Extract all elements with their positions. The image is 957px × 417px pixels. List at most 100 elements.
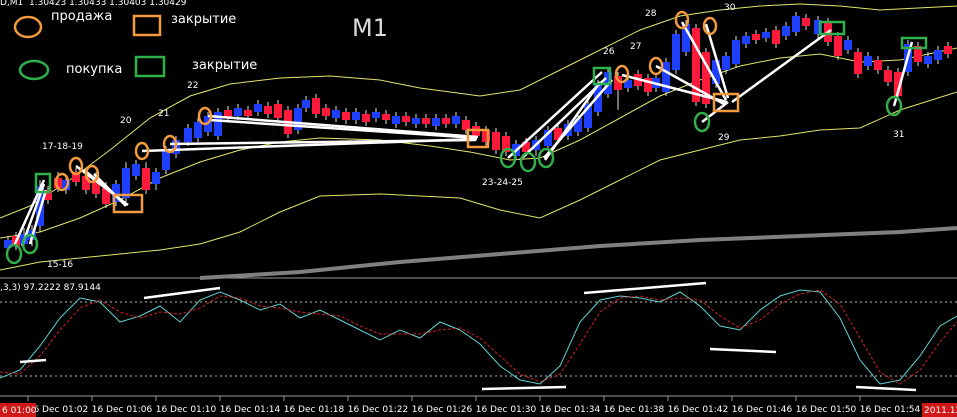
sell-close-square-0 bbox=[112, 193, 144, 214]
candle-body bbox=[584, 104, 592, 128]
candle-80 bbox=[792, 12, 800, 36]
buy-close-square-0 bbox=[34, 172, 52, 194]
time-label: 16 Dec 01:22 bbox=[348, 405, 409, 415]
candle-body bbox=[782, 26, 790, 36]
candle-body bbox=[814, 20, 822, 34]
time-label: 16 Dec 01:18 bbox=[284, 405, 345, 415]
candle-94 bbox=[934, 46, 942, 64]
sell-close-square-1 bbox=[466, 128, 490, 149]
candle-body bbox=[762, 32, 770, 38]
candle-38 bbox=[372, 108, 380, 122]
candle-67 bbox=[662, 58, 670, 96]
sell-ellipse-2 bbox=[84, 164, 100, 184]
candle-23 bbox=[224, 106, 232, 122]
candle-body bbox=[802, 18, 810, 26]
time-label: 16 Dec 01:14 bbox=[220, 405, 281, 415]
candle-33 bbox=[322, 104, 330, 120]
label-17-18-19: 17-18-19 bbox=[42, 142, 83, 152]
candle-body bbox=[884, 70, 892, 82]
label-26: 26 bbox=[603, 47, 615, 57]
candle-body bbox=[834, 36, 842, 56]
candle-32 bbox=[312, 94, 320, 118]
candle-body bbox=[244, 110, 252, 116]
time-label: 16 Dec 01:02 bbox=[28, 405, 89, 415]
buy-close-square-1 bbox=[592, 66, 612, 86]
candle-body bbox=[142, 168, 150, 190]
candle-75 bbox=[742, 32, 750, 48]
timeframe-label: M1 bbox=[352, 14, 388, 42]
legend-sell-close-label: закрытие bbox=[171, 12, 237, 27]
buy-ellipse-4 bbox=[537, 147, 555, 169]
candle-85 bbox=[844, 36, 852, 54]
right-time-tag bbox=[922, 403, 957, 417]
sell-ellipse-8 bbox=[674, 10, 690, 30]
left-time-tag bbox=[0, 403, 36, 417]
candle-body bbox=[352, 112, 360, 120]
moving-average bbox=[199, 226, 957, 280]
candle-47 bbox=[462, 116, 470, 134]
candle-body bbox=[102, 188, 110, 204]
buy-close-square-icon bbox=[134, 55, 166, 78]
right-time-tag-text: 2011.12 bbox=[924, 406, 957, 416]
time-label: 16 Dec 01:06 bbox=[92, 405, 153, 415]
label-21: 21 bbox=[158, 109, 170, 119]
candle-35 bbox=[342, 108, 350, 124]
candle-42 bbox=[412, 114, 420, 128]
time-label: 16 Dec 01:42 bbox=[668, 405, 729, 415]
candle-39 bbox=[382, 110, 390, 124]
time-label: 16 Dec 01:54 bbox=[860, 405, 921, 415]
trade-line-16 bbox=[680, 21, 728, 101]
stoch-main-line bbox=[0, 289, 957, 385]
label-15-16: 15-16 bbox=[47, 260, 74, 270]
candle-28 bbox=[274, 100, 282, 122]
candle-22 bbox=[214, 108, 222, 140]
candle-71 bbox=[702, 48, 710, 108]
candle-87 bbox=[864, 52, 872, 70]
candle-body bbox=[82, 176, 90, 190]
candle-body bbox=[254, 104, 262, 112]
candle-body bbox=[332, 110, 340, 118]
candle-body bbox=[914, 46, 922, 62]
stoch-signal-line bbox=[0, 289, 957, 385]
candle-body bbox=[854, 52, 862, 74]
osc-mark-1 bbox=[143, 286, 221, 300]
candle-74 bbox=[732, 36, 740, 68]
oscillator-header: ,3,3) 97.2222 87.9144 bbox=[0, 283, 101, 293]
candle-44 bbox=[432, 114, 440, 130]
candle-body bbox=[924, 56, 932, 64]
candle-body bbox=[692, 28, 700, 102]
time-label: 16 Dec 01:10 bbox=[156, 405, 217, 415]
candle-body bbox=[294, 108, 302, 130]
time-label: 16 Dec 01:38 bbox=[604, 405, 665, 415]
candle-34 bbox=[332, 106, 340, 122]
candle-body bbox=[702, 52, 710, 104]
candle-body bbox=[412, 118, 420, 124]
slow-ma bbox=[199, 226, 957, 280]
sell-ellipse-3 bbox=[134, 141, 150, 161]
candle-31 bbox=[302, 96, 310, 112]
trade-line-14 bbox=[621, 73, 728, 104]
label-27: 27 bbox=[630, 42, 642, 52]
label-23-24-25: 23-24-25 bbox=[482, 178, 523, 188]
osc-mark-2 bbox=[583, 281, 707, 295]
candle-77 bbox=[762, 28, 770, 42]
candle-25 bbox=[244, 106, 252, 120]
label-20: 20 bbox=[120, 116, 132, 126]
candle-body bbox=[544, 130, 552, 146]
candle-20 bbox=[194, 118, 202, 142]
candle-93 bbox=[924, 52, 932, 68]
candle-79 bbox=[782, 22, 790, 40]
candle-body bbox=[194, 122, 202, 138]
candle-body bbox=[112, 184, 120, 202]
candle-78 bbox=[772, 26, 780, 48]
label-30: 30 bbox=[724, 3, 736, 13]
trade-line-9 bbox=[209, 118, 478, 140]
symbol-header: D,M1 1.30423 1.30433 1.30403 1.30429 bbox=[0, 0, 187, 8]
candle-88 bbox=[874, 56, 882, 74]
candle-46 bbox=[452, 112, 460, 128]
buy-ellipse-0 bbox=[5, 243, 23, 265]
trade-line-10 bbox=[507, 71, 603, 159]
time-label: 16 Dec 01:50 bbox=[796, 405, 857, 415]
trade-line-15 bbox=[655, 64, 725, 106]
label-28: 28 bbox=[645, 9, 657, 19]
